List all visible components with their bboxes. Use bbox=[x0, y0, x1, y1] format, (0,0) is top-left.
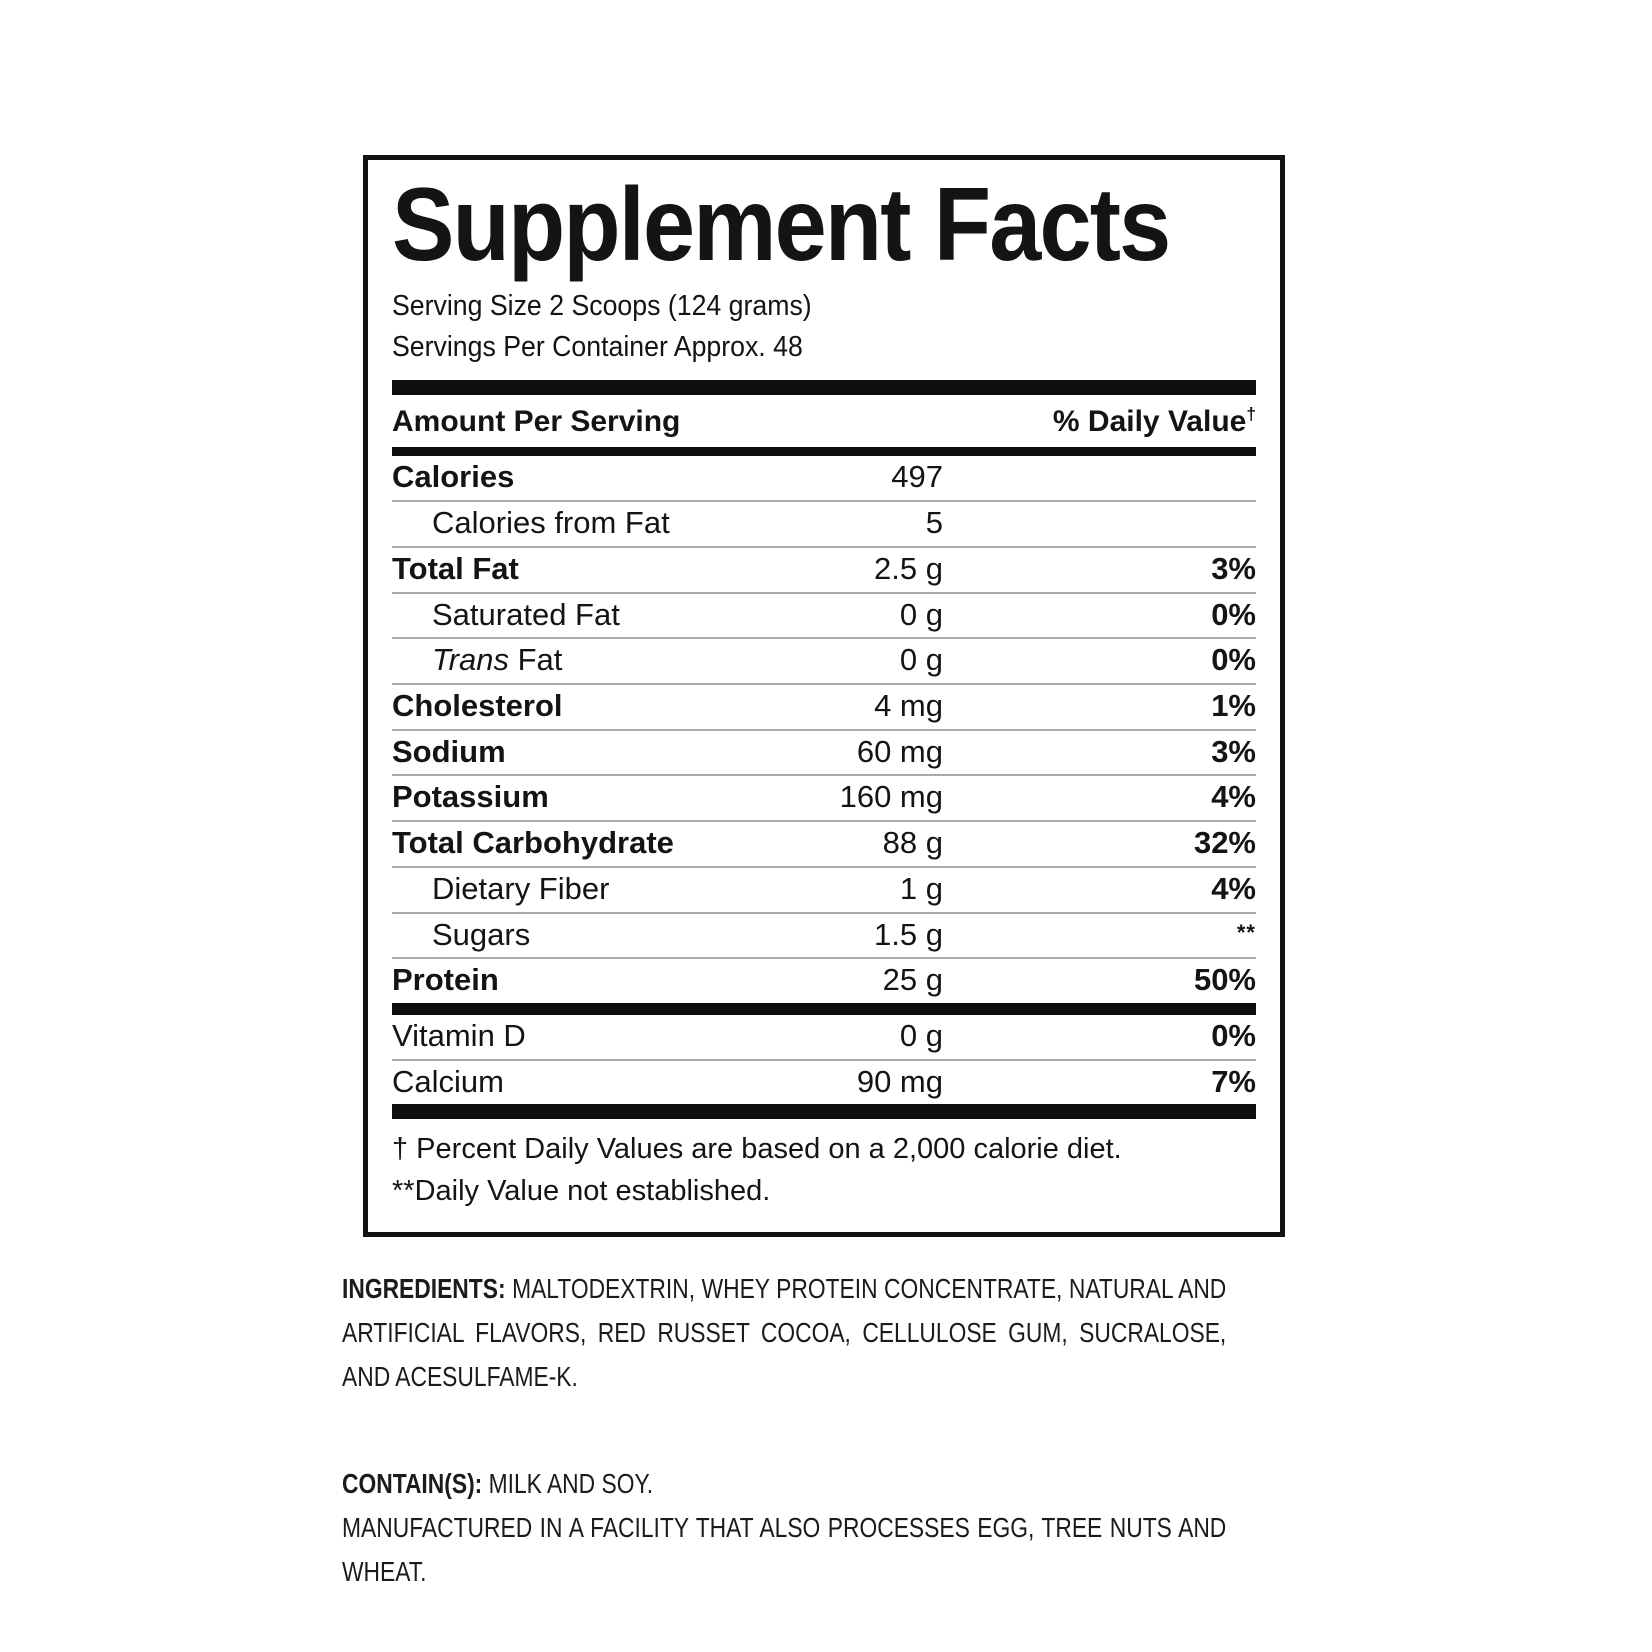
footnote-daily-values: † Percent Daily Values are based on a 2,… bbox=[392, 1133, 1122, 1166]
table-row: Saturated Fat 0 g 0% bbox=[392, 591, 1256, 638]
nutrient-name: Calories from Fat bbox=[432, 505, 670, 541]
vitamin-rows: Vitamin D 0 g 0% Calcium 90 mg 7% bbox=[392, 1015, 1256, 1104]
nutrient-amount: 0 g bbox=[899, 1018, 943, 1054]
table-row: Total Carbohydrate 88 g 32% bbox=[392, 820, 1256, 866]
table-row: Sodium 60 mg 3% bbox=[392, 728, 1256, 775]
serving-size: Serving Size 2 Scoops (124 grams) bbox=[392, 290, 812, 323]
ingredients-lead: INGREDIENTS: bbox=[342, 1272, 506, 1304]
nutrient-name: Sodium bbox=[392, 733, 506, 769]
nutrient-daily-value: 3% bbox=[1211, 733, 1256, 769]
nutrient-daily-value: 4% bbox=[1211, 779, 1256, 815]
nutrient-daily-value: 4% bbox=[1211, 870, 1256, 906]
ingredients-paragraph: INGREDIENTS: MALTODEXTRIN, WHEY PROTEIN … bbox=[342, 1267, 1226, 1400]
nutrient-daily-value: 0% bbox=[1211, 1018, 1256, 1054]
nutrient-name: Saturated Fat bbox=[432, 596, 620, 632]
divider-thick-middle bbox=[392, 1003, 1256, 1016]
nutrient-amount: 90 mg bbox=[856, 1063, 943, 1099]
nutrient-name: Trans Fat bbox=[432, 642, 563, 678]
servings-per-container: Servings Per Container Approx. 48 bbox=[392, 331, 803, 364]
table-row: Calories 497 bbox=[392, 456, 1256, 500]
nutrient-amount: 0 g bbox=[899, 642, 943, 678]
nutrient-daily-value bbox=[943, 506, 1256, 541]
nutrient-name: Potassium bbox=[392, 779, 549, 815]
dagger-symbol: † bbox=[1246, 404, 1256, 425]
contains-line: CONTAIN(S): MILK AND SOY. bbox=[342, 1462, 1226, 1506]
supplement-facts-box: Supplement Facts Serving Size 2 Scoops (… bbox=[363, 155, 1285, 1237]
footnotes: † Percent Daily Values are based on a 2,… bbox=[392, 1129, 1256, 1215]
serving-info: Serving Size 2 Scoops (124 grams) Servin… bbox=[392, 286, 1256, 368]
table-row: Protein 25 g 50% bbox=[392, 957, 1256, 1003]
nutrient-amount: 1 g bbox=[899, 870, 943, 906]
table-row: Calories from Fat 5 bbox=[392, 500, 1256, 546]
divider-thick-top bbox=[392, 380, 1256, 396]
nutrient-amount: 25 g bbox=[882, 962, 943, 998]
nutrient-amount: 5 bbox=[925, 505, 943, 541]
nutrient-name: Dietary Fiber bbox=[432, 870, 610, 906]
nutrient-amount: 60 mg bbox=[856, 733, 943, 769]
amount-per-serving-header: Amount Per Serving bbox=[392, 405, 681, 439]
nutrient-amount: 88 g bbox=[882, 825, 943, 861]
nutrient-daily-value: 1% bbox=[1211, 688, 1256, 724]
daily-value-header: % Daily Value† bbox=[1052, 404, 1256, 439]
nutrient-amount: 497 bbox=[891, 459, 943, 495]
ingredients-text: MALTODEXTRIN, WHEY PROTEIN CONCENTRATE, … bbox=[342, 1272, 1227, 1393]
nutrient-name: Total Fat bbox=[392, 550, 519, 586]
nutrient-daily-value: 3% bbox=[1211, 550, 1256, 586]
nutrient-daily-value: 0% bbox=[1211, 596, 1256, 632]
nutrient-amount: 4 mg bbox=[874, 688, 943, 724]
table-row: Dietary Fiber 1 g 4% bbox=[392, 865, 1256, 912]
supplement-label-page: Supplement Facts Serving Size 2 Scoops (… bbox=[342, 155, 1288, 1594]
nutrient-daily-value: 50% bbox=[1193, 962, 1256, 998]
table-header-row: Amount Per Serving % Daily Value† bbox=[392, 395, 1256, 447]
table-row: Vitamin D 0 g 0% bbox=[392, 1015, 1256, 1059]
nutrient-amount: 1.5 g bbox=[874, 916, 943, 952]
footnote-not-established: **Daily Value not established. bbox=[392, 1174, 771, 1207]
table-row: Sugars 1.5 g ** bbox=[392, 911, 1256, 958]
table-row: Trans Fat 0 g 0% bbox=[392, 637, 1256, 683]
nutrient-name: Sugars bbox=[432, 916, 531, 952]
nutrient-daily-value: ** bbox=[1236, 919, 1256, 945]
nutrient-name: Calcium bbox=[392, 1063, 504, 1099]
divider-thick-bottom bbox=[392, 1104, 1256, 1120]
nutrient-name: Calories bbox=[392, 459, 515, 495]
nutrient-amount: 0 g bbox=[899, 596, 943, 632]
nutrient-rows: Calories 497 Calories from Fat 5 Total Fat 2.… bbox=[392, 456, 1256, 1003]
nutrient-name: Protein bbox=[392, 962, 499, 998]
nutrient-name: Total Carbohydrate bbox=[392, 825, 674, 861]
manufactured-line: MANUFACTURED IN A FACILITY THAT ALSO PRO… bbox=[342, 1511, 1227, 1587]
nutrient-name: Vitamin D bbox=[392, 1018, 526, 1054]
table-row: Total Fat 2.5 g 3% bbox=[392, 545, 1256, 592]
nutrient-daily-value bbox=[943, 460, 1256, 495]
contains-lead: CONTAIN(S): bbox=[342, 1467, 483, 1499]
supplement-facts-title: Supplement Facts bbox=[392, 167, 1171, 283]
contains-text: MILK AND SOY. bbox=[488, 1467, 654, 1499]
table-row: Potassium 160 mg 4% bbox=[392, 774, 1256, 820]
nutrient-daily-value: 7% bbox=[1211, 1063, 1256, 1099]
nutrient-daily-value: 32% bbox=[1193, 825, 1256, 861]
nutrient-amount: 2.5 g bbox=[874, 550, 943, 586]
nutrient-name: Cholesterol bbox=[392, 688, 563, 724]
table-row: Cholesterol 4 mg 1% bbox=[392, 683, 1256, 729]
nutrient-daily-value: 0% bbox=[1211, 642, 1256, 678]
contains-paragraph: CONTAIN(S): MILK AND SOY. MANUFACTURED I… bbox=[342, 1462, 1226, 1595]
divider-medium bbox=[392, 447, 1256, 457]
table-row: Calcium 90 mg 7% bbox=[392, 1058, 1256, 1105]
nutrient-amount: 160 mg bbox=[839, 779, 943, 815]
